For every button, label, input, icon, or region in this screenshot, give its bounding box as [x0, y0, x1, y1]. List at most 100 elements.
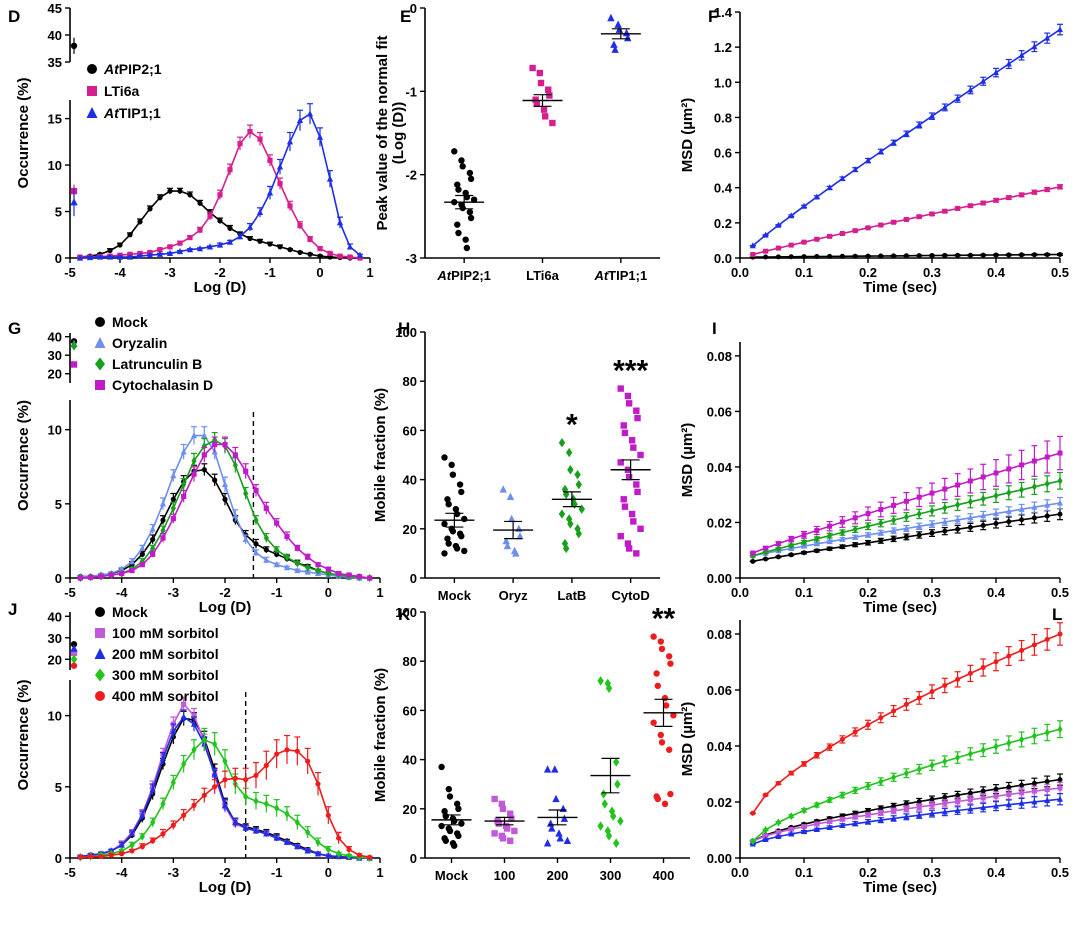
- legend-label: Mock: [112, 604, 148, 620]
- data-point: [929, 689, 935, 695]
- data-point: [498, 800, 505, 808]
- data-point: [637, 525, 644, 532]
- data-point: [993, 491, 999, 500]
- data-point: [775, 541, 781, 547]
- data-point: [274, 545, 280, 554]
- legend-marker: [94, 648, 106, 659]
- data-point: [942, 503, 948, 512]
- data-point: [136, 252, 144, 259]
- x-tick-label: 0: [316, 265, 323, 280]
- data-point: [567, 465, 574, 475]
- data-point: [801, 239, 807, 245]
- legend-marker: [95, 607, 105, 617]
- legend-marker: [94, 337, 106, 348]
- data-point: [993, 802, 999, 809]
- data-point: [187, 234, 193, 241]
- data-point: [491, 830, 498, 837]
- data-point: [181, 701, 187, 707]
- data-point: [454, 800, 461, 808]
- data-point: [461, 547, 468, 555]
- data-point: [574, 524, 581, 534]
- legend-label: 300 mM sorbitol: [112, 667, 219, 683]
- data-point: [160, 526, 166, 535]
- data-point: [180, 713, 187, 720]
- data-point: [1057, 631, 1063, 637]
- panel-L: L 0.00 0.02 0.04 0.06 0.08 0.0 0.1 0.2 0.3 0.4 0.5 T…: [679, 605, 1069, 896]
- data-point: [852, 820, 859, 827]
- y-tick-label: 15: [48, 112, 62, 127]
- data-point: [536, 69, 543, 77]
- data-point: [607, 13, 615, 22]
- data-point: [286, 138, 294, 145]
- data-point: [190, 720, 198, 727]
- y-tick-label: 0: [55, 251, 62, 266]
- data-point: [529, 64, 536, 72]
- data-point: [512, 549, 520, 557]
- y-tick-label: 100: [395, 325, 417, 340]
- data-point: [211, 770, 218, 777]
- data-point: [903, 769, 909, 778]
- panel-label: F: [708, 7, 718, 26]
- data-point: [180, 448, 187, 455]
- legend: Mock Oryzalin Latrunculin B Cytochalasin D: [94, 314, 213, 393]
- data-point: [1019, 647, 1025, 653]
- data-point: [801, 550, 807, 556]
- data-point: [788, 536, 794, 542]
- data-point: [325, 812, 331, 818]
- data-point: [315, 562, 321, 568]
- data-point: [217, 218, 223, 224]
- data-point: [814, 800, 820, 809]
- panel-label: L: [1052, 605, 1062, 624]
- data-point: [445, 501, 452, 508]
- panel-label: E: [400, 7, 411, 26]
- data-point: [941, 808, 948, 815]
- data-point: [277, 181, 283, 187]
- data-point: [903, 512, 909, 521]
- data-point: [159, 500, 167, 507]
- data-point: [980, 665, 986, 671]
- data-point: [96, 253, 104, 260]
- data-point: [191, 713, 197, 719]
- data-point: [605, 683, 613, 693]
- data-point: [929, 211, 935, 217]
- data-point: [305, 758, 311, 764]
- y-tick-label: 10: [48, 709, 62, 724]
- data-point: [441, 454, 448, 461]
- data-point: [197, 200, 203, 206]
- data-point: [788, 826, 794, 832]
- data-point: [444, 496, 451, 503]
- data-point: [827, 253, 833, 259]
- data-point: [903, 498, 909, 504]
- x-tick-label: LatB: [557, 588, 586, 603]
- data-point: [181, 480, 187, 489]
- series-400-mm-sorbitol: [70, 662, 373, 860]
- x-tick-label: 1: [366, 265, 373, 280]
- data-point: [222, 757, 228, 766]
- data-point: [827, 744, 833, 750]
- data-point: [146, 251, 154, 258]
- data-point: [839, 253, 845, 259]
- data-point: [77, 854, 83, 860]
- data-point: [160, 831, 166, 837]
- data-point: [916, 532, 922, 538]
- data-point: [878, 805, 884, 811]
- y-axis-title: Mobile fraction (%): [372, 668, 389, 802]
- data-point: [827, 531, 833, 540]
- data-point: [367, 854, 373, 860]
- series-magenta: [749, 184, 1063, 257]
- x-tick-label: -4: [116, 865, 128, 880]
- data-point: [1031, 515, 1037, 521]
- data-point: [356, 251, 364, 258]
- data-point: [247, 129, 253, 135]
- data-point: [294, 545, 300, 551]
- legend-marker: [86, 107, 98, 118]
- data-point: [625, 545, 633, 552]
- data-point: [865, 225, 871, 231]
- data-point: [327, 250, 333, 256]
- data-point: [980, 252, 986, 258]
- data-point: [227, 167, 233, 173]
- data-point: [546, 819, 555, 827]
- data-point: [826, 184, 833, 191]
- data-point: [212, 477, 218, 483]
- data-point: [507, 837, 514, 844]
